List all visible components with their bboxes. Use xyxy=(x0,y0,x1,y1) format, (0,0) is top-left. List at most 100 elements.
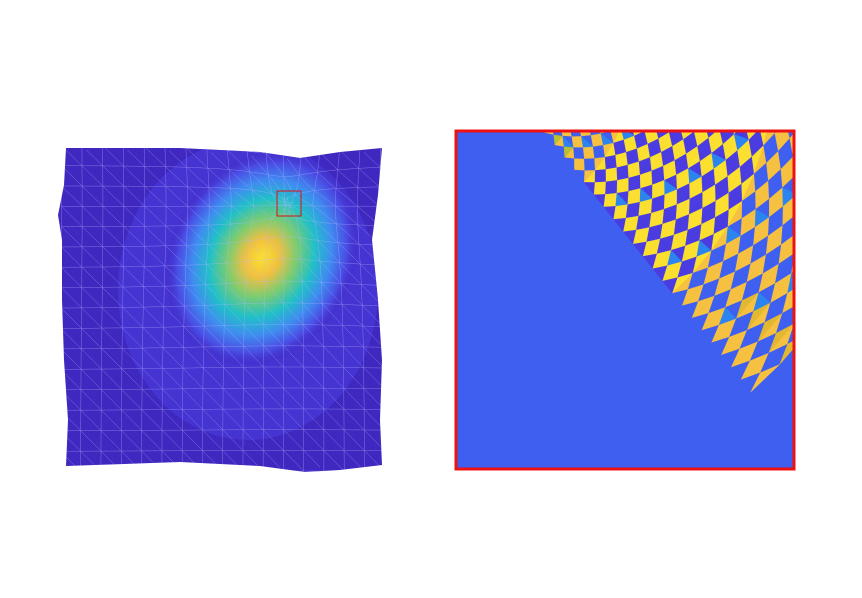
zoom-cell xyxy=(837,158,852,179)
zoom-cell xyxy=(611,23,620,40)
zoom-cell xyxy=(649,24,658,44)
zoom-cell xyxy=(799,58,807,91)
zoom-cell xyxy=(635,52,650,63)
zoom-cell xyxy=(781,0,791,25)
mesh-diagonal xyxy=(60,348,183,472)
zoom-cell xyxy=(641,119,655,132)
zoom-cell xyxy=(580,103,593,113)
zoom-cell xyxy=(610,73,619,89)
zoom-cell xyxy=(822,25,838,43)
zoom-cell xyxy=(655,86,664,106)
mesh-diagonal xyxy=(61,226,304,472)
zoom-cell xyxy=(668,132,670,134)
zoom-cell xyxy=(755,0,771,9)
mesh-diagonal xyxy=(286,158,381,246)
zoom-cell xyxy=(612,57,620,73)
zoom-cell xyxy=(579,23,588,37)
zoom-cell xyxy=(646,94,661,106)
mesh-diagonal xyxy=(339,149,380,188)
zoom-cell xyxy=(558,106,567,116)
zoom-cell xyxy=(728,65,743,80)
zoom-cell xyxy=(621,112,631,128)
zoom-cell xyxy=(546,96,554,105)
zoom-cell xyxy=(604,69,619,79)
zoom-cell xyxy=(577,9,586,23)
zoom-cell xyxy=(813,0,823,25)
zoom-cell xyxy=(558,45,573,52)
zoom-cell xyxy=(664,86,679,99)
zoom-cell xyxy=(641,113,655,126)
zoom-cell xyxy=(572,36,580,49)
zoom-cell xyxy=(620,50,635,60)
zoom-cell xyxy=(556,75,570,84)
zoom-cell xyxy=(692,0,702,24)
zoom-cell xyxy=(567,10,577,23)
zoom-cell xyxy=(602,15,618,23)
zoom-cell xyxy=(792,41,808,58)
zoom-cell xyxy=(788,132,793,139)
zoom-cell xyxy=(806,76,821,94)
zoom-cell xyxy=(810,208,825,241)
zoom-cell xyxy=(787,272,793,294)
mesh-diagonal xyxy=(323,155,380,207)
zoom-cell xyxy=(828,0,838,25)
zoom-cell xyxy=(818,0,834,7)
zoom-cell xyxy=(821,95,836,114)
zoom-cell xyxy=(622,95,631,112)
zoom-cell xyxy=(589,60,604,69)
mesh-line xyxy=(59,148,62,472)
zoom-cell xyxy=(656,0,667,3)
zoom-cell xyxy=(822,168,837,188)
zoom-cell xyxy=(770,86,780,116)
zoom-cell xyxy=(584,91,598,101)
zoom-cell xyxy=(658,66,666,87)
zoom-cell xyxy=(589,51,604,60)
zoom-cell xyxy=(554,23,563,34)
zoom-cell xyxy=(821,78,836,97)
zoom-cell xyxy=(796,201,811,233)
zoom-cell xyxy=(583,1,599,9)
zoom-cell xyxy=(551,5,567,12)
zoom-cell xyxy=(604,31,620,40)
zoom-cell xyxy=(661,3,671,24)
zoom-cell xyxy=(551,12,561,23)
zoom-cell xyxy=(806,92,821,110)
zoom-cell xyxy=(565,36,573,49)
zoom-cell xyxy=(616,89,631,100)
zoom-cell xyxy=(666,35,682,47)
zoom-cell xyxy=(588,37,596,51)
zoom-cell xyxy=(651,54,666,66)
zoom-cell xyxy=(613,100,627,111)
zoom-cell xyxy=(795,162,807,194)
zoom-cell xyxy=(811,201,825,221)
zoom-cell xyxy=(846,121,861,142)
zoom-cell xyxy=(573,48,581,60)
zoom-cell xyxy=(704,74,713,99)
zoom-cell xyxy=(617,23,626,40)
zoom-cell xyxy=(675,90,685,111)
mesh-diagonal xyxy=(61,246,280,468)
zoom-cell xyxy=(811,95,821,129)
zoom-cell xyxy=(728,24,737,51)
zoom-cell xyxy=(728,51,737,77)
zoom-cell xyxy=(586,23,602,30)
zoom-cell xyxy=(604,0,614,6)
zoom-cell xyxy=(607,89,616,104)
zoom-cell xyxy=(563,95,572,106)
left-mesh-panel xyxy=(58,148,382,472)
zoom-cell xyxy=(708,0,724,11)
mesh-line xyxy=(60,470,382,472)
zoom-cell xyxy=(587,65,595,78)
zoom-cell xyxy=(837,137,849,173)
zoom-cell xyxy=(572,60,580,72)
zoom-cell xyxy=(558,116,570,126)
zoom-cell xyxy=(850,229,862,266)
zoom-cell xyxy=(580,91,589,103)
zoom-cell xyxy=(572,73,587,82)
zoom-cell xyxy=(557,34,573,41)
zoom-cell xyxy=(822,25,831,60)
zoom-cell xyxy=(789,134,793,157)
zoom-cell xyxy=(583,9,593,23)
zoom-cell xyxy=(624,0,635,5)
zoom-cell xyxy=(820,133,831,168)
